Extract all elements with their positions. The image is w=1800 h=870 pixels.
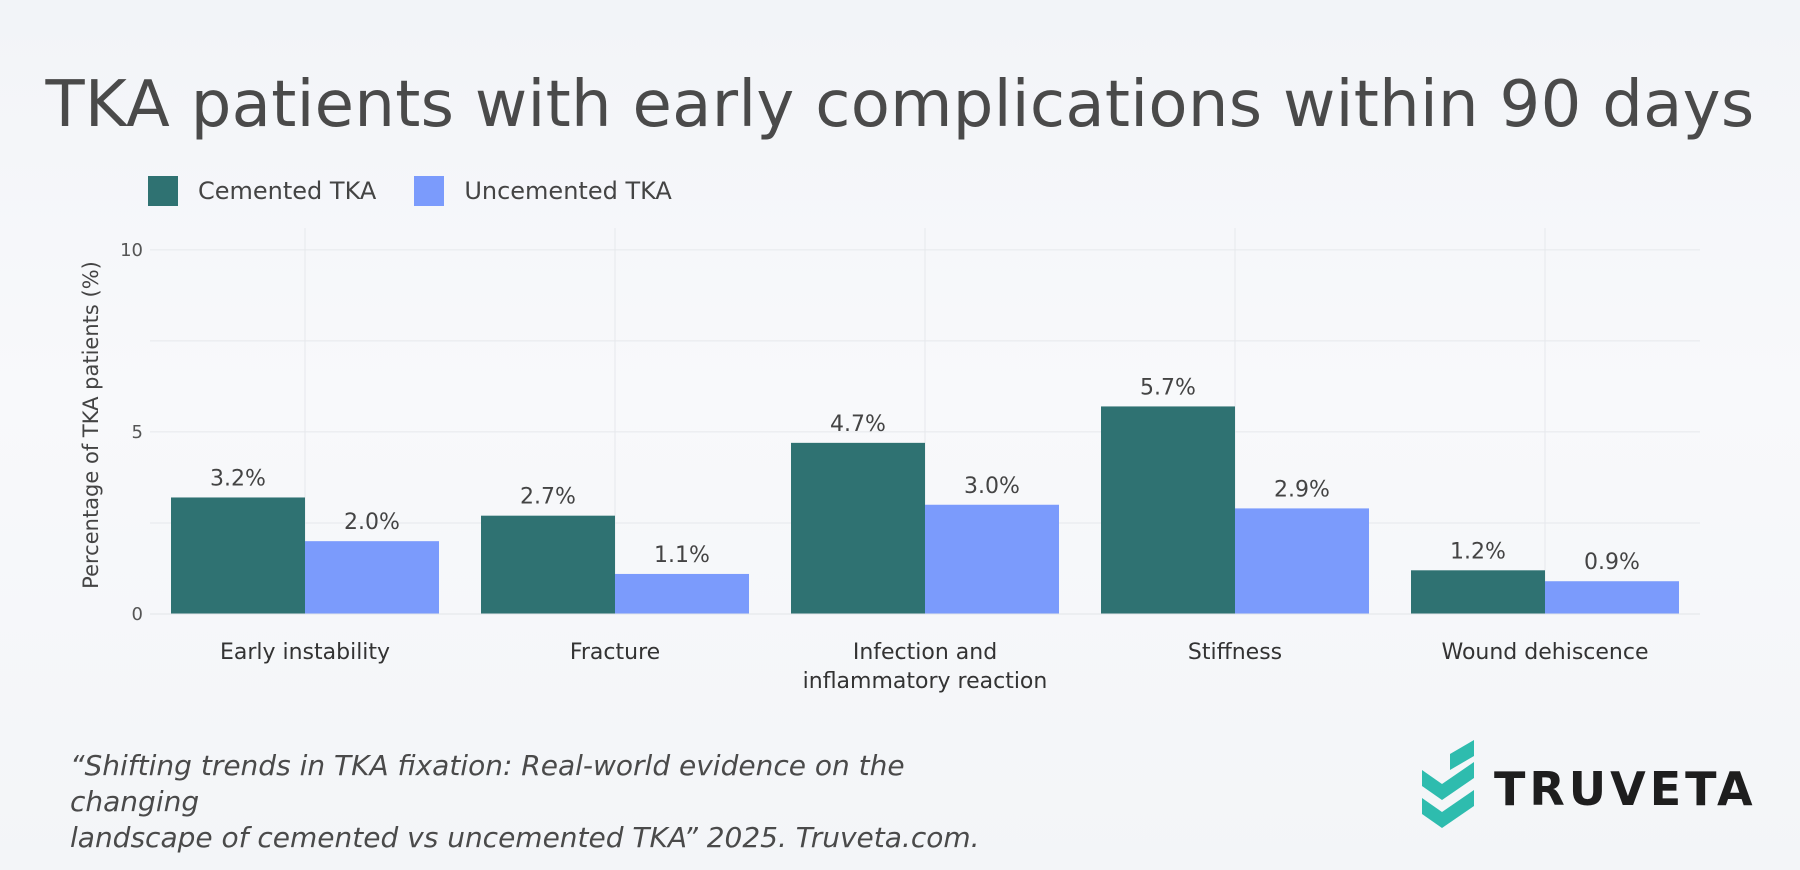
x-category-label: Infection and	[853, 640, 997, 665]
y-tick-label: 10	[120, 240, 143, 261]
legend: Cemented TKA Uncemented TKA	[148, 176, 710, 206]
x-category-label: Stiffness	[1188, 640, 1282, 665]
bar-uncemented	[305, 541, 439, 614]
citation: “Shifting trends in TKA fixation: Real-w…	[70, 748, 1030, 856]
data-label: 2.0%	[344, 510, 400, 535]
legend-swatch-uncemented	[414, 176, 445, 206]
bar-cemented	[481, 515, 615, 614]
chart-title: TKA patients with early complications wi…	[45, 68, 1755, 142]
bar-uncemented	[925, 504, 1059, 614]
data-label: 2.7%	[520, 485, 576, 510]
data-label: 0.9%	[1584, 550, 1640, 575]
data-label: 1.1%	[654, 543, 710, 568]
data-label: 3.0%	[964, 474, 1020, 499]
truveta-logo-text: TRUVETA	[1494, 762, 1757, 816]
data-label: 5.7%	[1140, 375, 1196, 400]
bar-uncemented	[1235, 508, 1369, 614]
bar-cemented	[1101, 406, 1235, 614]
bar-cemented	[171, 497, 305, 614]
bar-cemented	[791, 442, 925, 614]
data-label: 1.2%	[1450, 539, 1506, 564]
citation-line-1: “Shifting trends in TKA fixation: Real-w…	[70, 749, 905, 818]
citation-line-2: landscape of cemented vs uncemented TKA”…	[70, 821, 980, 854]
y-tick-label: 5	[132, 422, 143, 443]
bar-uncemented	[1545, 581, 1679, 614]
legend-swatch-cemented	[148, 176, 178, 206]
bar-chart: 0 5 10 Percentage of TKA patients (%) 3.2% 2.…	[79, 228, 1700, 694]
data-label: 2.9%	[1274, 477, 1330, 502]
x-category-label: Wound dehiscence	[1442, 640, 1649, 665]
x-category-label: inflammatory reaction	[803, 669, 1048, 694]
data-label: 3.2%	[210, 466, 266, 491]
legend-item-uncemented[interactable]: Uncemented TKA	[414, 176, 672, 206]
y-axis-title: Percentage of TKA patients (%)	[79, 261, 103, 589]
bar-cemented	[1411, 570, 1545, 614]
truveta-chevron-icon	[1422, 740, 1474, 828]
legend-item-cemented[interactable]: Cemented TKA	[148, 176, 376, 206]
legend-label-uncemented: Uncemented TKA	[464, 177, 672, 205]
x-category-label: Early instability	[220, 640, 390, 665]
bar-uncemented	[615, 573, 749, 614]
x-category-label: Fracture	[570, 640, 660, 665]
y-tick-label: 0	[132, 604, 143, 625]
legend-label-cemented: Cemented TKA	[198, 177, 377, 205]
data-label: 4.7%	[830, 412, 886, 437]
